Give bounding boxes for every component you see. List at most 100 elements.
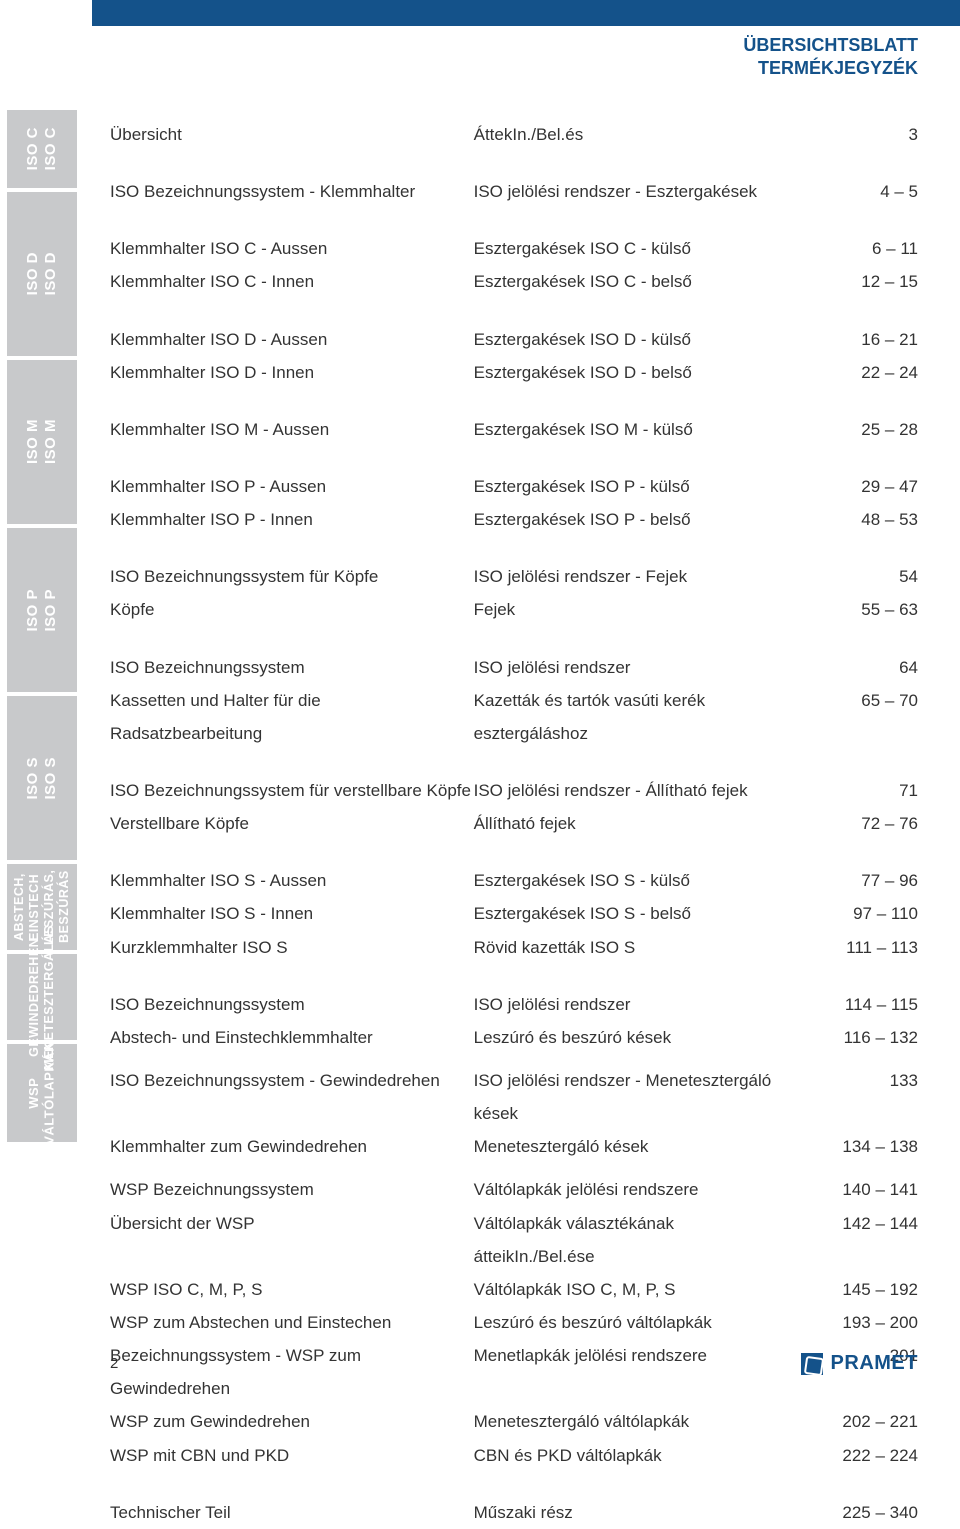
toc-row: WSP mit CBN und PKDCBN és PKD váltólapká… [110,1439,918,1472]
side-tab-isoc: ISO C ISO C [7,110,77,188]
toc-row: ISO BezeichnungssystemISO jelölési rends… [110,651,918,684]
toc-left: ISO Bezeichnungssystem für Köpfe [110,560,474,593]
toc-mid: Leszúró és beszúró váltólapkák [474,1306,797,1339]
toc-pages: 116 – 132 [797,1021,918,1054]
toc-mid: ISO jelölési rendszer [474,651,797,684]
footer: 2 PRAMET [110,1352,918,1375]
brand-text: PRAMET [831,1352,918,1375]
toc-row: Klemmhalter ISO C - AussenEsztergakések … [110,232,918,265]
toc-mid: ISO jelölési rendszer - Menetesztergáló … [474,1064,797,1130]
toc-pages: 133 [797,1064,918,1097]
toc-row: WSP zum GewindedrehenMenetesztergáló vál… [110,1405,918,1438]
toc-pages: 4 – 5 [797,175,918,208]
toc-mid: Esztergakések ISO P - belső [474,503,797,536]
toc-pages: 71 [797,774,918,807]
toc-left: Klemmhalter zum Gewindedrehen [110,1130,474,1163]
side-tab-isop: ISO P ISO P [7,528,77,692]
toc-mid: Leszúró és beszúró kések [474,1021,797,1054]
toc-row: ISO Bezeichnungssystem - KlemmhalterISO … [110,175,918,208]
toc-mid: Váltólapkák ISO C, M, P, S [474,1273,797,1306]
toc-left: Klemmhalter ISO M - Aussen [110,413,474,446]
toc-left: WSP zum Gewindedrehen [110,1405,474,1438]
toc-content: ÜbersichtÁttekIn./Bel.és3ISO Bezeichnung… [110,118,918,1529]
side-tab-wsp: WSP VÁLTÓLAPKÁK [7,1044,77,1142]
toc-mid: Fejek [474,593,797,626]
toc-left: Klemmhalter ISO P - Aussen [110,470,474,503]
toc-row: Klemmhalter ISO D - InnenEsztergakések I… [110,356,918,389]
toc-pages: 12 – 15 [797,265,918,298]
toc-left: ISO Bezeichnungssystem - Gewindedrehen [110,1064,474,1097]
toc-row: Übersicht der WSPVáltólapkák választékán… [110,1207,918,1273]
toc-mid: Kazetták és tartók vasúti kerék esztergá… [474,684,797,750]
brand-logo-icon [801,1353,823,1375]
toc-pages: 97 – 110 [797,897,918,930]
toc-pages: 48 – 53 [797,503,918,536]
toc-left: Kurzklemmhalter ISO S [110,931,474,964]
toc-mid: ÁttekIn./Bel.és [474,118,797,151]
toc-row: Klemmhalter zum GewindedrehenMeneteszter… [110,1130,918,1163]
toc-left: WSP zum Abstechen und Einstechen [110,1306,474,1339]
toc-row: Technischer TeilMűszaki rész225 – 340 [110,1496,918,1529]
toc-left: Abstech- und Einstechklemmhalter [110,1021,474,1054]
toc-pages: 72 – 76 [797,807,918,840]
toc-mid: Rövid kazetták ISO S [474,931,797,964]
toc-left: ISO Bezeichnungssystem [110,988,474,1021]
toc-pages: 25 – 28 [797,413,918,446]
toc-mid: Műszaki rész [474,1496,797,1529]
toc-left: WSP ISO C, M, P, S [110,1273,474,1306]
toc-row: WSP zum Abstechen und EinstechenLeszúró … [110,1306,918,1339]
toc-left: ISO Bezeichnungssystem - Klemmhalter [110,175,474,208]
toc-mid: ISO jelölési rendszer [474,988,797,1021]
side-tab-isod: ISO D ISO D [7,192,77,356]
toc-pages: 77 – 96 [797,864,918,897]
toc-mid: ISO jelölési rendszer - Esztergakések [474,175,797,208]
side-tab-label: WSP VÁLTÓLAPKÁK [26,1042,57,1145]
toc-left: WSP Bezeichnungssystem [110,1173,474,1206]
toc-left: Kassetten und Halter für die Radsatzbear… [110,684,474,750]
side-tab-isom: ISO M ISO M [7,360,77,524]
toc-row: Klemmhalter ISO P - InnenEsztergakések I… [110,503,918,536]
toc-pages: 225 – 340 [797,1496,918,1529]
toc-mid: Menetesztergáló váltólapkák [474,1405,797,1438]
toc-pages: 114 – 115 [797,988,918,1021]
toc-mid: Esztergakések ISO P - külső [474,470,797,503]
toc-row: ISO BezeichnungssystemISO jelölési rends… [110,988,918,1021]
toc-mid: Esztergakések ISO C - belső [474,265,797,298]
side-tab-label: ISO D ISO D [24,252,60,295]
toc-row: WSP BezeichnungssystemVáltólapkák jelölé… [110,1173,918,1206]
toc-mid: Esztergakések ISO M - külső [474,413,797,446]
side-tab-label: ISO C ISO C [24,127,60,170]
toc-pages: 140 – 141 [797,1173,918,1206]
toc-pages: 134 – 138 [797,1130,918,1163]
toc-row: Klemmhalter ISO C - InnenEsztergakések I… [110,265,918,298]
toc-pages: 29 – 47 [797,470,918,503]
toc-left: Verstellbare Köpfe [110,807,474,840]
toc-row: KöpfeFejek55 – 63 [110,593,918,626]
toc-row: WSP ISO C, M, P, SVáltólapkák ISO C, M, … [110,1273,918,1306]
toc-pages: 65 – 70 [797,684,918,717]
toc-pages: 54 [797,560,918,593]
toc-pages: 22 – 24 [797,356,918,389]
brand: PRAMET [801,1352,918,1375]
toc-pages: 193 – 200 [797,1306,918,1339]
toc-row: Klemmhalter ISO P - AussenEsztergakések … [110,470,918,503]
toc-pages: 111 – 113 [797,931,918,964]
toc-left: ISO Bezeichnungssystem für verstellbare … [110,774,474,807]
toc-mid: CBN és PKD váltólapkák [474,1439,797,1472]
toc-row: Klemmhalter ISO S - AussenEsztergakések … [110,864,918,897]
toc-row: Klemmhalter ISO D - AussenEsztergakések … [110,323,918,356]
toc-pages: 6 – 11 [797,232,918,265]
toc-mid: Menetesztergáló kések [474,1130,797,1163]
toc-left: Klemmhalter ISO S - Innen [110,897,474,930]
side-tab-isos: ISO S ISO S [7,696,77,860]
toc-row: ISO Bezeichnungssystem für KöpfeISO jelö… [110,560,918,593]
side-tabs: ISO C ISO C ISO D ISO D ISO M ISO MISO P I… [7,110,77,1142]
toc-pages: 55 – 63 [797,593,918,626]
toc-mid: ISO jelölési rendszer - Állítható fejek [474,774,797,807]
toc-left: Klemmhalter ISO D - Innen [110,356,474,389]
toc-pages: 142 – 144 [797,1207,918,1240]
page-number: 2 [110,1355,118,1372]
toc-pages: 64 [797,651,918,684]
toc-mid: Esztergakések ISO C - külső [474,232,797,265]
toc-pages: 222 – 224 [797,1439,918,1472]
